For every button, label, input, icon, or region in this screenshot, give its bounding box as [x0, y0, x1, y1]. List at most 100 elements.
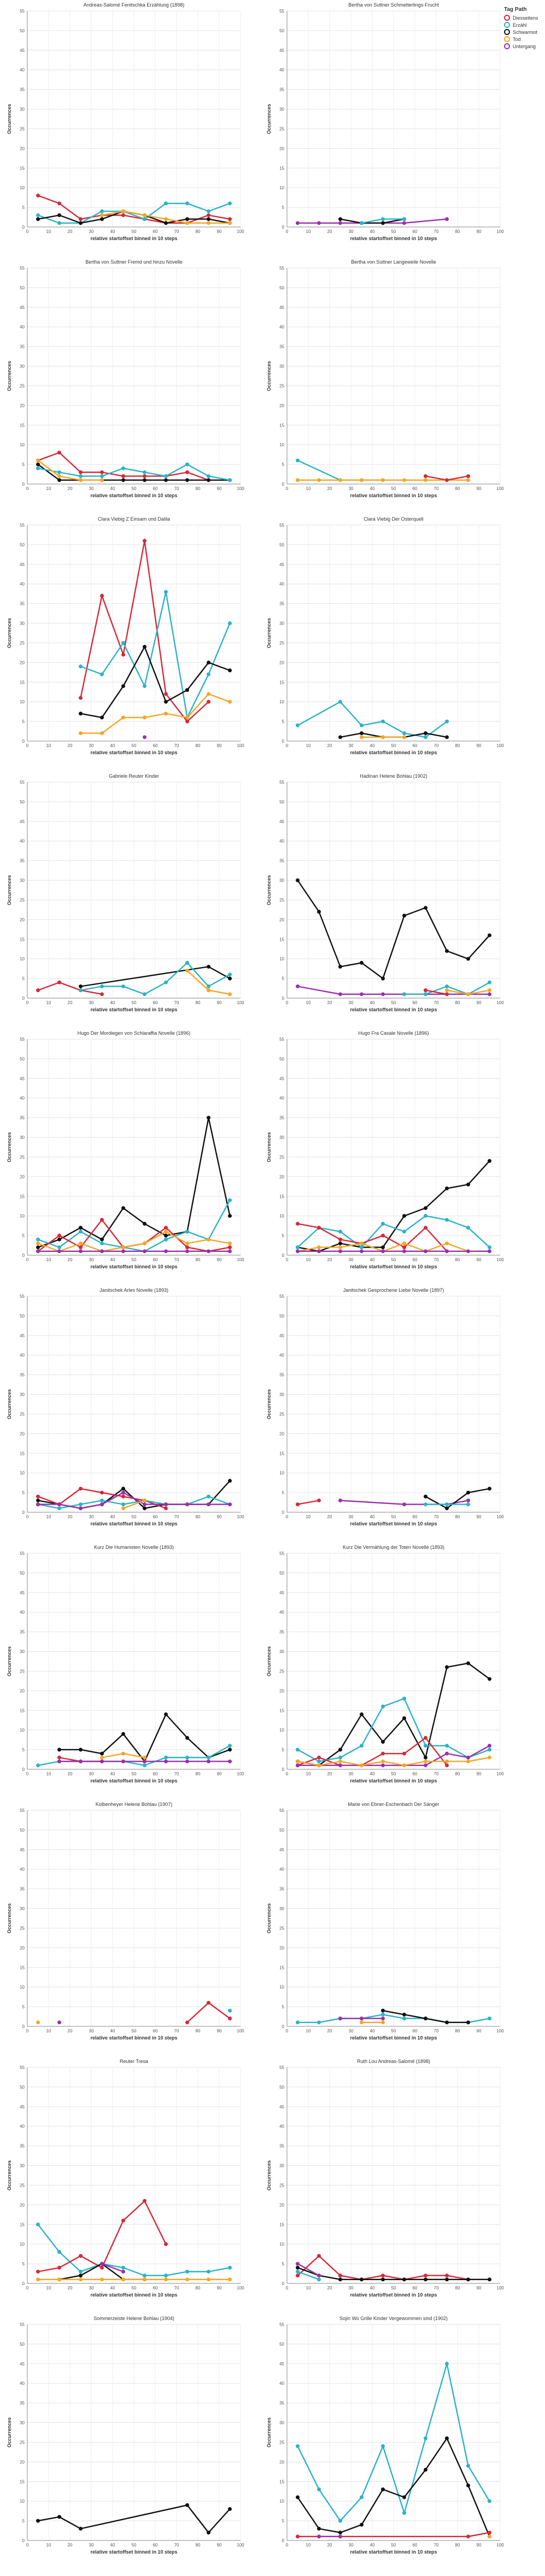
- data-point: [402, 478, 406, 482]
- data-point: [445, 1751, 449, 1756]
- data-point: [143, 474, 146, 479]
- chart-panel: Hugo Fra Casale Novelle (1896) 0 5 10 15 20 25…: [266, 1030, 504, 1269]
- data-point: [121, 684, 125, 688]
- data-point: [228, 2507, 232, 2511]
- y-tick-label: 0: [22, 1510, 25, 1515]
- data-point: [121, 2277, 125, 2282]
- y-tick-label: 25: [20, 640, 25, 645]
- x-tick-label: 90: [477, 1771, 482, 1776]
- y-tick-label: 45: [20, 48, 25, 53]
- x-tick-label: 60: [413, 1514, 418, 1519]
- x-axis-label: relative startoffset binned in 10 steps: [350, 493, 437, 498]
- x-tick-label: 50: [132, 1257, 137, 1262]
- data-point: [445, 1744, 449, 1748]
- y-tick-label: 30: [279, 878, 284, 883]
- y-tick-label: 55: [20, 1808, 25, 1813]
- data-point: [100, 1498, 104, 1502]
- y-tick-label: 15: [20, 1451, 25, 1456]
- data-point: [143, 2274, 146, 2278]
- x-axis-label: relative startoffset binned in 10 steps: [90, 1521, 177, 1526]
- y-tick-label: 5: [282, 2519, 285, 2523]
- y-tick-label: 45: [20, 2362, 25, 2367]
- data-point: [185, 1755, 189, 1759]
- data-point: [207, 692, 210, 696]
- data-point: [143, 2199, 146, 2203]
- x-tick-label: 10: [306, 2286, 311, 2291]
- chart-panel: Sommerzeiste Helene Bohlau (1904) 0 5 10 15 2…: [7, 2316, 244, 2555]
- data-point: [121, 1751, 125, 1756]
- data-point: [36, 2020, 40, 2025]
- y-tick-label: 25: [279, 1926, 284, 1931]
- data-point: [338, 2534, 342, 2539]
- data-point: [79, 474, 83, 479]
- y-tick-label: 50: [279, 285, 284, 290]
- data-point: [36, 466, 40, 470]
- data-point: [402, 2012, 406, 2016]
- y-tick-label: 55: [279, 266, 284, 271]
- y-tick-label: 35: [279, 2401, 284, 2406]
- x-tick-label: 40: [110, 1514, 115, 1519]
- data-point: [445, 2274, 449, 2278]
- y-tick-label: 15: [20, 423, 25, 428]
- x-tick-label: 60: [413, 1771, 418, 1776]
- y-tick-label: 45: [279, 1076, 284, 1081]
- data-point: [36, 213, 40, 217]
- data-point: [185, 470, 189, 474]
- data-point: [164, 692, 168, 696]
- data-point: [100, 217, 104, 222]
- chart-panel: Hugo Der Mordiegen von Schlaraffia Novel…: [7, 1030, 244, 1269]
- y-tick-label: 50: [279, 800, 284, 805]
- y-tick-label: 20: [279, 1945, 284, 1950]
- data-point: [228, 1747, 232, 1752]
- data-point: [185, 478, 189, 482]
- y-tick-label: 30: [279, 2421, 284, 2426]
- y-tick-label: 10: [20, 2242, 25, 2247]
- chart-title: Ruth Lou Andreas-Salomé (1898): [357, 2059, 430, 2064]
- x-tick-label: 70: [174, 743, 179, 748]
- data-point: [57, 1245, 61, 1250]
- chart-title: Hadinan Helene Bohlau (1902): [360, 773, 427, 779]
- data-point: [164, 474, 168, 479]
- data-point: [228, 1759, 232, 1764]
- series-line: [59, 1714, 230, 1762]
- data-point: [424, 1744, 427, 1748]
- data-point: [424, 1494, 427, 1499]
- y-tick-label: 20: [20, 403, 25, 408]
- data-point: [207, 221, 210, 225]
- y-tick-label: 25: [279, 126, 284, 131]
- x-tick-label: 10: [46, 743, 51, 748]
- data-point: [228, 621, 232, 626]
- data-point: [228, 992, 232, 996]
- x-tick-label: 30: [89, 229, 94, 234]
- data-point: [381, 719, 385, 724]
- x-tick-label: 40: [370, 2286, 375, 2291]
- data-point: [143, 217, 146, 222]
- y-tick-label: 15: [279, 1965, 284, 1970]
- y-tick-label: 40: [20, 2124, 25, 2129]
- x-tick-label: 80: [196, 1000, 201, 1005]
- data-point: [445, 992, 449, 996]
- x-tick-label: 90: [217, 1514, 222, 1519]
- y-tick-label: 10: [20, 1728, 25, 1733]
- y-tick-label: 55: [20, 266, 25, 271]
- data-point: [57, 470, 61, 474]
- data-point: [445, 988, 449, 993]
- data-point: [381, 1763, 385, 1768]
- x-tick-label: 10: [306, 1257, 311, 1262]
- x-tick-label: 40: [110, 2029, 115, 2033]
- x-tick-label: 30: [89, 2543, 94, 2548]
- data-point: [296, 2444, 300, 2449]
- y-tick-label: 0: [282, 996, 285, 1001]
- x-tick-label: 50: [132, 486, 137, 491]
- x-tick-label: 80: [455, 2286, 460, 2291]
- y-axis-label: Occurrences: [266, 1646, 272, 1676]
- data-point: [143, 645, 146, 649]
- x-tick-label: 90: [217, 2286, 222, 2291]
- data-point: [296, 2269, 300, 2274]
- series-line: [297, 1745, 490, 1767]
- x-tick-label: 100: [496, 486, 504, 491]
- y-tick-label: 15: [20, 1194, 25, 1199]
- data-point: [185, 2020, 189, 2025]
- y-tick-label: 30: [20, 878, 25, 883]
- series-line: [38, 1117, 231, 1248]
